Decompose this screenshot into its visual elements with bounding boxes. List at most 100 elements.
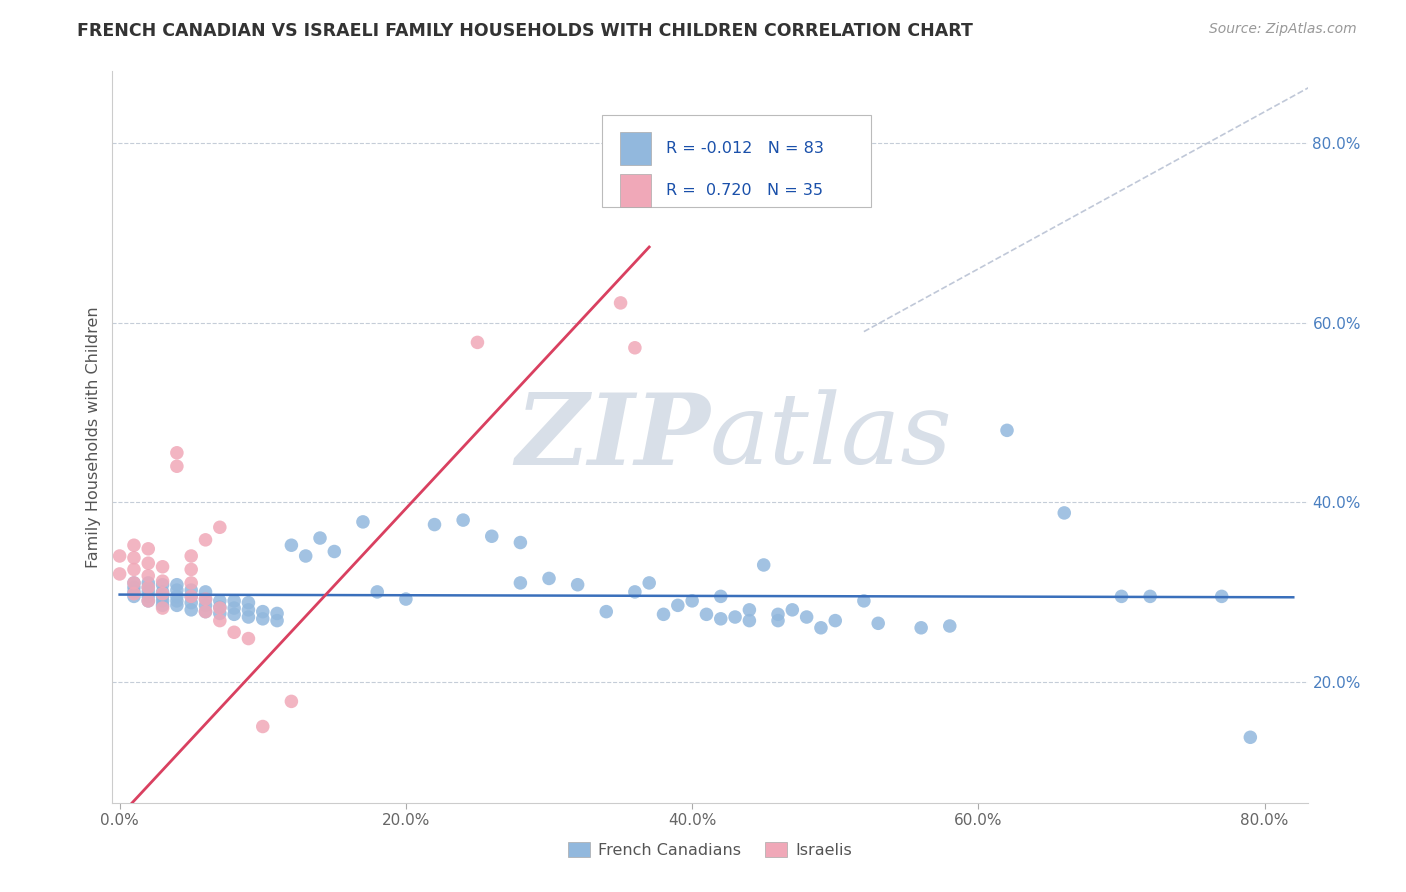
Point xyxy=(136,541,159,556)
Point xyxy=(180,603,202,617)
Point xyxy=(724,610,747,624)
Point xyxy=(152,578,174,592)
Point xyxy=(136,568,159,582)
Point xyxy=(180,590,202,604)
Point xyxy=(423,517,446,532)
Point xyxy=(1053,506,1076,520)
Point xyxy=(224,601,246,615)
Point xyxy=(194,592,217,607)
Point xyxy=(122,562,145,576)
Point xyxy=(752,558,775,572)
Point xyxy=(166,459,188,474)
Point xyxy=(194,592,217,607)
Point xyxy=(152,590,174,604)
Point xyxy=(868,616,890,631)
Point xyxy=(224,594,246,608)
Point xyxy=(638,575,661,590)
Point xyxy=(152,601,174,615)
Point xyxy=(352,515,374,529)
Point xyxy=(122,581,145,595)
Point xyxy=(108,549,131,563)
Point xyxy=(122,538,145,552)
Point xyxy=(208,607,231,621)
Point xyxy=(224,625,246,640)
Point xyxy=(122,575,145,590)
Point xyxy=(180,583,202,598)
Point xyxy=(152,574,174,588)
Legend: French Canadians, Israelis: French Canadians, Israelis xyxy=(561,836,859,864)
Point xyxy=(738,614,761,628)
Point xyxy=(238,596,260,610)
Point xyxy=(695,607,717,622)
Point xyxy=(1111,590,1133,604)
Point xyxy=(624,341,647,355)
Point xyxy=(395,592,418,607)
Point xyxy=(595,605,617,619)
Point xyxy=(280,694,302,708)
Point xyxy=(995,423,1018,437)
Y-axis label: Family Households with Children: Family Households with Children xyxy=(86,306,101,568)
Point xyxy=(208,614,231,628)
Point xyxy=(652,607,675,622)
Point xyxy=(136,556,159,570)
Point xyxy=(252,719,274,733)
Point xyxy=(136,581,159,595)
Point xyxy=(166,578,188,592)
Point xyxy=(451,513,474,527)
Point xyxy=(1211,590,1233,604)
Point xyxy=(467,335,489,350)
Point xyxy=(509,575,531,590)
Point xyxy=(152,594,174,608)
Point xyxy=(280,538,302,552)
Point xyxy=(238,610,260,624)
Point xyxy=(166,583,188,598)
Point xyxy=(1139,590,1161,604)
Point xyxy=(567,578,589,592)
Point xyxy=(537,571,560,585)
Point xyxy=(710,612,733,626)
Point xyxy=(122,575,145,590)
Text: Source: ZipAtlas.com: Source: ZipAtlas.com xyxy=(1209,22,1357,37)
Bar xyxy=(620,132,651,165)
Point xyxy=(266,607,288,621)
Point xyxy=(136,590,159,604)
Point xyxy=(136,594,159,608)
Point xyxy=(208,601,231,615)
Point xyxy=(180,596,202,610)
Point xyxy=(136,575,159,590)
Point xyxy=(152,559,174,574)
Point xyxy=(208,520,231,534)
Point xyxy=(796,610,818,624)
Point xyxy=(122,585,145,599)
Point xyxy=(323,544,346,558)
Point xyxy=(224,607,246,622)
Point xyxy=(266,614,288,628)
Point xyxy=(152,587,174,601)
Text: R =  0.720   N = 35: R = 0.720 N = 35 xyxy=(666,183,823,198)
Point xyxy=(309,531,332,545)
Point xyxy=(194,585,217,599)
Point xyxy=(194,599,217,613)
Point xyxy=(208,600,231,615)
Point xyxy=(108,566,131,581)
Point xyxy=(666,599,689,613)
Point xyxy=(152,599,174,613)
Point xyxy=(238,632,260,646)
Point xyxy=(910,621,932,635)
Point xyxy=(252,605,274,619)
Point xyxy=(180,549,202,563)
Point xyxy=(366,585,388,599)
Point xyxy=(136,581,159,595)
Point xyxy=(166,599,188,613)
Point xyxy=(852,594,875,608)
Point xyxy=(509,535,531,549)
Point xyxy=(194,605,217,619)
Point xyxy=(481,529,503,543)
Point xyxy=(166,594,188,608)
Point xyxy=(824,614,846,628)
Point xyxy=(294,549,316,563)
FancyBboxPatch shape xyxy=(603,115,872,207)
Point xyxy=(208,594,231,608)
Text: ZIP: ZIP xyxy=(515,389,710,485)
Point xyxy=(180,590,202,604)
